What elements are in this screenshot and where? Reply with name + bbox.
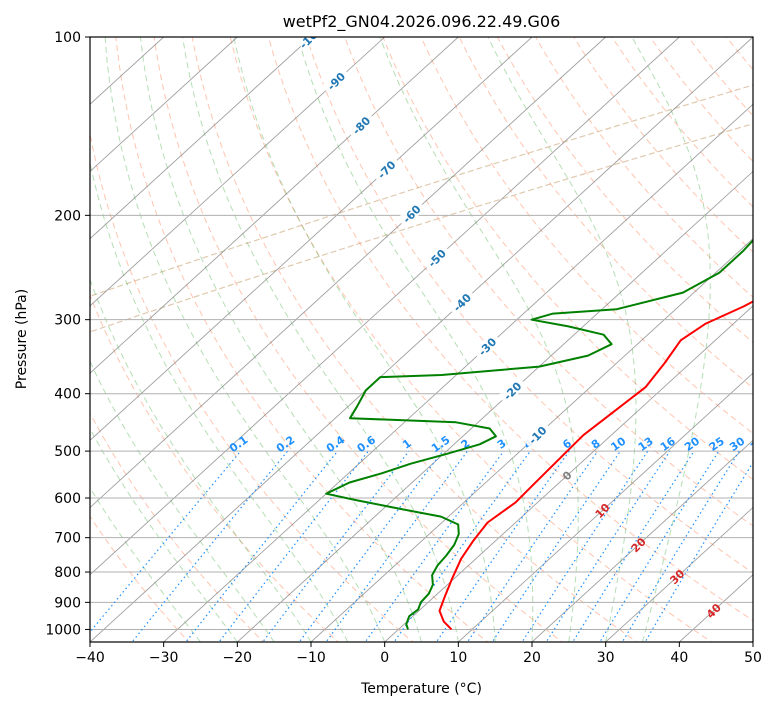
x-tick-label: −20 bbox=[223, 650, 253, 666]
mixing-ratio-line bbox=[491, 450, 621, 642]
dewpoint-profile-line bbox=[325, 238, 753, 630]
y-tick-label: 800 bbox=[54, 565, 81, 581]
x-tick-label: 20 bbox=[523, 650, 541, 666]
isotherm-line bbox=[605, 506, 753, 642]
mixing-ratio-line bbox=[545, 450, 671, 642]
isotherm-label-bg bbox=[396, 199, 426, 229]
y-axis-ticks: 100 200 300 400 500 600 700 800 900 1000 bbox=[45, 30, 90, 638]
y-tick-label: 200 bbox=[54, 208, 81, 224]
x-tick-label: −10 bbox=[296, 650, 326, 666]
isotherm-line bbox=[90, 37, 753, 642]
dry-adiabat-line bbox=[306, 37, 753, 574]
x-tick-label: −40 bbox=[75, 650, 105, 666]
mixing-ratio-line bbox=[90, 450, 242, 633]
isotherm-line bbox=[384, 305, 753, 642]
mixing-ratio-line bbox=[185, 450, 339, 642]
isotherm-label-bg bbox=[447, 287, 477, 317]
isotherm-line bbox=[90, 37, 606, 509]
moist-adiabat-line bbox=[233, 37, 496, 642]
dry-adiabat-line bbox=[267, 37, 753, 622]
y-tick-label: 500 bbox=[54, 444, 81, 460]
mixing-ratio-line bbox=[325, 450, 468, 642]
isotherm-label-bg bbox=[522, 420, 552, 450]
isotherm-label-bg bbox=[422, 243, 452, 273]
background-lines bbox=[90, 37, 753, 642]
moist-adiabat-line bbox=[90, 427, 238, 642]
isotherm-label-bg bbox=[346, 110, 376, 140]
moist-adiabat-line bbox=[90, 160, 349, 642]
dry-adiabat-line bbox=[535, 37, 753, 298]
chart-title: wetPf2_GN04.2026.096.22.49.G06 bbox=[283, 12, 561, 32]
moist-adiabat-line bbox=[140, 37, 422, 642]
isotherm-line bbox=[90, 37, 680, 576]
isotherm-line bbox=[90, 37, 312, 240]
isotherm-line bbox=[237, 170, 753, 642]
isotherm-label-bg bbox=[497, 376, 527, 406]
moist-adiabat-line bbox=[182, 37, 459, 642]
mixing-ratio-line bbox=[644, 461, 753, 642]
moist-adiabat-line bbox=[297, 37, 534, 642]
isotherm-label-bg bbox=[321, 66, 351, 96]
sounding-profiles bbox=[325, 238, 753, 631]
moist-adiabat-line bbox=[90, 487, 201, 642]
y-tick-label: 700 bbox=[54, 531, 81, 547]
x-tick-label: 40 bbox=[670, 650, 688, 666]
isotherm-label-bg bbox=[371, 154, 401, 184]
isotherm-label-bg bbox=[296, 37, 326, 52]
y-tick-label: 1000 bbox=[45, 622, 81, 638]
mixing-ratio-line bbox=[599, 450, 720, 642]
mixing-ratio-line bbox=[572, 450, 695, 642]
isotherm-line bbox=[458, 372, 753, 642]
x-tick-label: 10 bbox=[449, 650, 467, 666]
x-tick-label: 30 bbox=[597, 650, 615, 666]
mixing-ratio-line bbox=[466, 450, 599, 642]
y-tick-label: 400 bbox=[54, 387, 81, 403]
mixing-ratio-line bbox=[521, 450, 649, 642]
y-axis-label: Pressure (hPa) bbox=[14, 289, 30, 389]
x-tick-label: 0 bbox=[380, 650, 389, 666]
isotherm-line bbox=[531, 439, 753, 642]
y-tick-label: 300 bbox=[54, 313, 81, 329]
isotherm-line bbox=[310, 238, 753, 642]
moist-adiabat-line bbox=[104, 37, 386, 642]
y-tick-label: 600 bbox=[54, 491, 81, 507]
mixing-ratio-line bbox=[262, 450, 410, 642]
mixing-ratio-line bbox=[621, 450, 740, 642]
temperature-profile-line bbox=[438, 300, 753, 631]
plot-frame bbox=[89, 36, 754, 643]
isotherm-label-bg bbox=[472, 331, 502, 361]
isotherm-line bbox=[90, 37, 459, 374]
moist-adiabat-line bbox=[631, 37, 711, 642]
y-tick-label: 900 bbox=[54, 595, 81, 611]
moist-adiabat-line bbox=[379, 37, 579, 642]
moist-adiabat-line bbox=[487, 37, 637, 642]
height-contour-line bbox=[90, 123, 753, 333]
dry-adiabat-line bbox=[344, 37, 753, 527]
mixing-ratio-line bbox=[435, 450, 570, 642]
x-tick-label: 50 bbox=[744, 650, 762, 666]
x-axis-label: Temperature (°C) bbox=[360, 681, 482, 697]
isotherm-line bbox=[90, 37, 533, 441]
x-axis-ticks: −40 −30 −20 −10 0 10 20 30 40 50 bbox=[75, 642, 762, 666]
mixing-ratio-label: 36 bbox=[748, 434, 768, 454]
isotherm-line bbox=[90, 37, 385, 307]
y-tick-label: 100 bbox=[54, 30, 81, 46]
x-tick-label: −30 bbox=[149, 650, 179, 666]
dry-adiabat-line bbox=[90, 412, 265, 642]
moist-adiabat-line bbox=[90, 360, 275, 642]
dry-adiabat-line bbox=[115, 37, 489, 642]
isotherm-line bbox=[90, 37, 238, 173]
